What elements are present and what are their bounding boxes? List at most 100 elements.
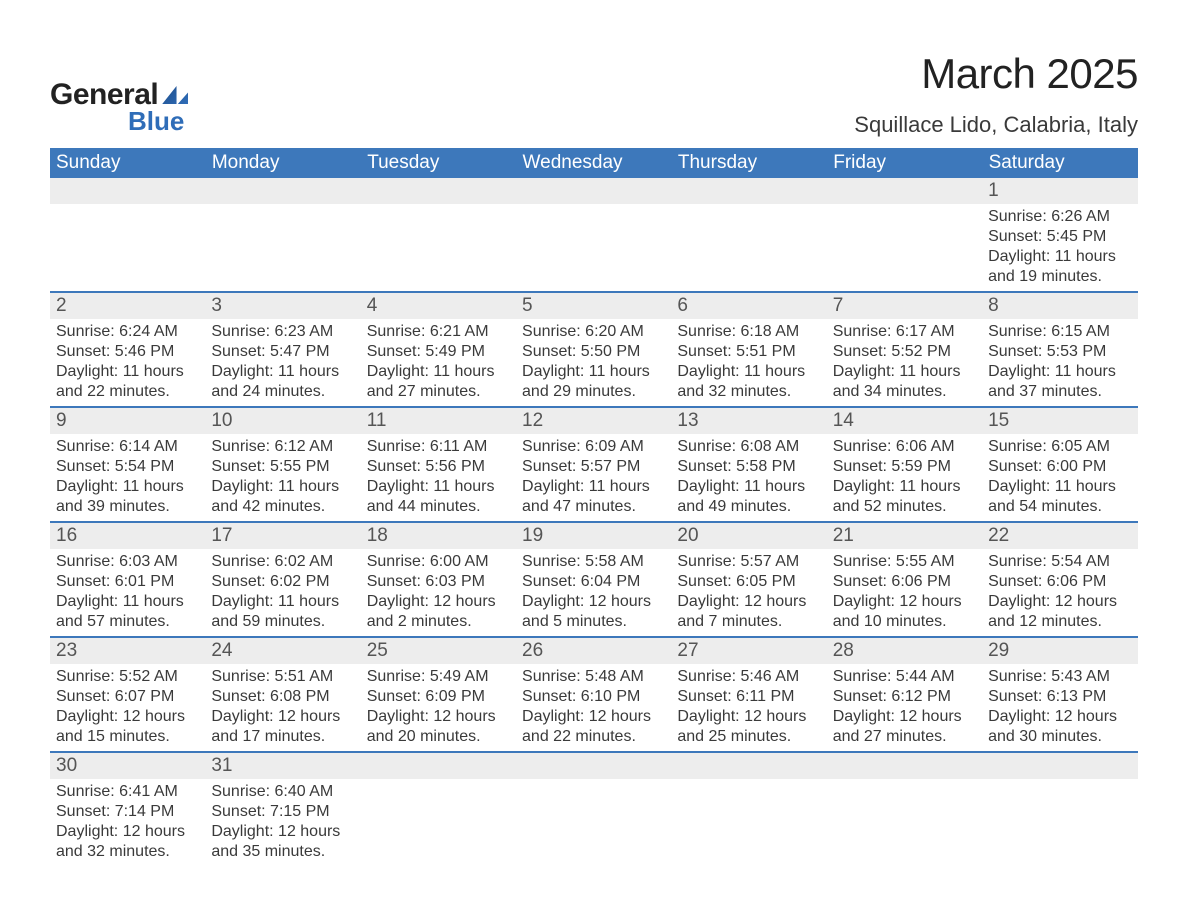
- day-detail-cell: Sunrise: 6:24 AMSunset: 5:46 PMDaylight:…: [50, 319, 205, 407]
- location-subtitle: Squillace Lido, Calabria, Italy: [854, 112, 1138, 138]
- day-number-cell: 15: [982, 407, 1137, 434]
- day-detail-cell: [361, 204, 516, 292]
- day-number-cell: 22: [982, 522, 1137, 549]
- day-number-cell: 6: [671, 292, 826, 319]
- day-detail-cell: Sunrise: 6:18 AMSunset: 5:51 PMDaylight:…: [671, 319, 826, 407]
- day-detail-cell: Sunrise: 6:40 AMSunset: 7:15 PMDaylight:…: [205, 779, 360, 866]
- day-detail-cell: Sunrise: 5:44 AMSunset: 6:12 PMDaylight:…: [827, 664, 982, 752]
- day-number-cell: [671, 752, 826, 779]
- day-detail-cell: [361, 779, 516, 866]
- day-detail-cell: Sunrise: 6:26 AMSunset: 5:45 PMDaylight:…: [982, 204, 1137, 292]
- sunrise-line: Sunrise: 6:02 AM: [211, 552, 354, 572]
- day-detail-cell: Sunrise: 5:48 AMSunset: 6:10 PMDaylight:…: [516, 664, 671, 752]
- day-number-cell: 13: [671, 407, 826, 434]
- sunset-line: Sunset: 6:00 PM: [988, 457, 1131, 477]
- daylight-line: Daylight: 11 hours and 54 minutes.: [988, 477, 1131, 517]
- daylight-line: Daylight: 12 hours and 2 minutes.: [367, 592, 510, 632]
- day-detail-cell: Sunrise: 6:11 AMSunset: 5:56 PMDaylight:…: [361, 434, 516, 522]
- daylight-line: Daylight: 12 hours and 7 minutes.: [677, 592, 820, 632]
- daylight-line: Daylight: 11 hours and 29 minutes.: [522, 362, 665, 402]
- daylight-line: Daylight: 11 hours and 44 minutes.: [367, 477, 510, 517]
- daylight-line: Daylight: 12 hours and 12 minutes.: [988, 592, 1131, 632]
- daylight-line: Daylight: 11 hours and 27 minutes.: [367, 362, 510, 402]
- sunrise-line: Sunrise: 5:51 AM: [211, 667, 354, 687]
- day-detail-cell: Sunrise: 6:41 AMSunset: 7:14 PMDaylight:…: [50, 779, 205, 866]
- sunrise-line: Sunrise: 6:17 AM: [833, 322, 976, 342]
- day-number-cell: 28: [827, 637, 982, 664]
- day-detail-cell: Sunrise: 5:51 AMSunset: 6:08 PMDaylight:…: [205, 664, 360, 752]
- sunrise-line: Sunrise: 6:00 AM: [367, 552, 510, 572]
- weekday-header: Wednesday: [516, 148, 671, 178]
- day-detail-cell: [205, 204, 360, 292]
- sunset-line: Sunset: 5:57 PM: [522, 457, 665, 477]
- weekday-header: Sunday: [50, 148, 205, 178]
- day-detail-cell: Sunrise: 5:55 AMSunset: 6:06 PMDaylight:…: [827, 549, 982, 637]
- day-detail-cell: Sunrise: 6:06 AMSunset: 5:59 PMDaylight:…: [827, 434, 982, 522]
- detail-row: Sunrise: 6:24 AMSunset: 5:46 PMDaylight:…: [50, 319, 1138, 407]
- day-detail-cell: Sunrise: 6:08 AMSunset: 5:58 PMDaylight:…: [671, 434, 826, 522]
- daylight-line: Daylight: 11 hours and 42 minutes.: [211, 477, 354, 517]
- weekday-header: Saturday: [982, 148, 1137, 178]
- day-detail-cell: Sunrise: 6:23 AMSunset: 5:47 PMDaylight:…: [205, 319, 360, 407]
- sunrise-line: Sunrise: 5:48 AM: [522, 667, 665, 687]
- daylight-line: Daylight: 12 hours and 10 minutes.: [833, 592, 976, 632]
- day-detail-cell: Sunrise: 6:12 AMSunset: 5:55 PMDaylight:…: [205, 434, 360, 522]
- sunset-line: Sunset: 5:59 PM: [833, 457, 976, 477]
- day-detail-cell: Sunrise: 5:57 AMSunset: 6:05 PMDaylight:…: [671, 549, 826, 637]
- day-detail-cell: Sunrise: 6:20 AMSunset: 5:50 PMDaylight:…: [516, 319, 671, 407]
- daylight-line: Daylight: 11 hours and 22 minutes.: [56, 362, 199, 402]
- sunrise-line: Sunrise: 5:55 AM: [833, 552, 976, 572]
- sunset-line: Sunset: 5:55 PM: [211, 457, 354, 477]
- sunset-line: Sunset: 5:49 PM: [367, 342, 510, 362]
- day-number-cell: 27: [671, 637, 826, 664]
- day-detail-cell: [827, 204, 982, 292]
- sunrise-line: Sunrise: 5:46 AM: [677, 667, 820, 687]
- sunrise-line: Sunrise: 5:44 AM: [833, 667, 976, 687]
- sunset-line: Sunset: 6:05 PM: [677, 572, 820, 592]
- sunset-line: Sunset: 6:10 PM: [522, 687, 665, 707]
- daylight-line: Daylight: 11 hours and 34 minutes.: [833, 362, 976, 402]
- sunrise-line: Sunrise: 6:24 AM: [56, 322, 199, 342]
- daynum-row: 3031: [50, 752, 1138, 779]
- daylight-line: Daylight: 12 hours and 22 minutes.: [522, 707, 665, 747]
- detail-row: Sunrise: 6:41 AMSunset: 7:14 PMDaylight:…: [50, 779, 1138, 866]
- sunrise-line: Sunrise: 6:40 AM: [211, 782, 354, 802]
- sunrise-line: Sunrise: 6:11 AM: [367, 437, 510, 457]
- day-number-cell: 21: [827, 522, 982, 549]
- sunset-line: Sunset: 6:12 PM: [833, 687, 976, 707]
- day-number-cell: 10: [205, 407, 360, 434]
- day-number-cell: [827, 752, 982, 779]
- sunset-line: Sunset: 6:04 PM: [522, 572, 665, 592]
- sunset-line: Sunset: 5:46 PM: [56, 342, 199, 362]
- sunset-line: Sunset: 6:02 PM: [211, 572, 354, 592]
- sunrise-line: Sunrise: 5:52 AM: [56, 667, 199, 687]
- sunset-line: Sunset: 5:52 PM: [833, 342, 976, 362]
- sunrise-line: Sunrise: 6:21 AM: [367, 322, 510, 342]
- calendar-table: Sunday Monday Tuesday Wednesday Thursday…: [50, 148, 1138, 866]
- day-detail-cell: [827, 779, 982, 866]
- weekday-header: Friday: [827, 148, 982, 178]
- day-number-cell: 3: [205, 292, 360, 319]
- daylight-line: Daylight: 11 hours and 37 minutes.: [988, 362, 1131, 402]
- sunset-line: Sunset: 5:54 PM: [56, 457, 199, 477]
- daylight-line: Daylight: 12 hours and 32 minutes.: [56, 822, 199, 862]
- day-number-cell: 12: [516, 407, 671, 434]
- day-number-cell: [516, 752, 671, 779]
- day-detail-cell: Sunrise: 6:15 AMSunset: 5:53 PMDaylight:…: [982, 319, 1137, 407]
- day-detail-cell: Sunrise: 5:58 AMSunset: 6:04 PMDaylight:…: [516, 549, 671, 637]
- sunset-line: Sunset: 5:47 PM: [211, 342, 354, 362]
- day-number-cell: 16: [50, 522, 205, 549]
- sunset-line: Sunset: 6:13 PM: [988, 687, 1131, 707]
- sunrise-line: Sunrise: 5:58 AM: [522, 552, 665, 572]
- daylight-line: Daylight: 11 hours and 52 minutes.: [833, 477, 976, 517]
- sunrise-line: Sunrise: 6:23 AM: [211, 322, 354, 342]
- day-number-cell: [827, 178, 982, 204]
- daylight-line: Daylight: 11 hours and 49 minutes.: [677, 477, 820, 517]
- sunset-line: Sunset: 6:01 PM: [56, 572, 199, 592]
- brand-logo: General Blue: [50, 50, 188, 137]
- sunrise-line: Sunrise: 6:41 AM: [56, 782, 199, 802]
- sunset-line: Sunset: 6:06 PM: [833, 572, 976, 592]
- day-detail-cell: Sunrise: 6:03 AMSunset: 6:01 PMDaylight:…: [50, 549, 205, 637]
- daylight-line: Daylight: 12 hours and 15 minutes.: [56, 707, 199, 747]
- day-detail-cell: Sunrise: 6:17 AMSunset: 5:52 PMDaylight:…: [827, 319, 982, 407]
